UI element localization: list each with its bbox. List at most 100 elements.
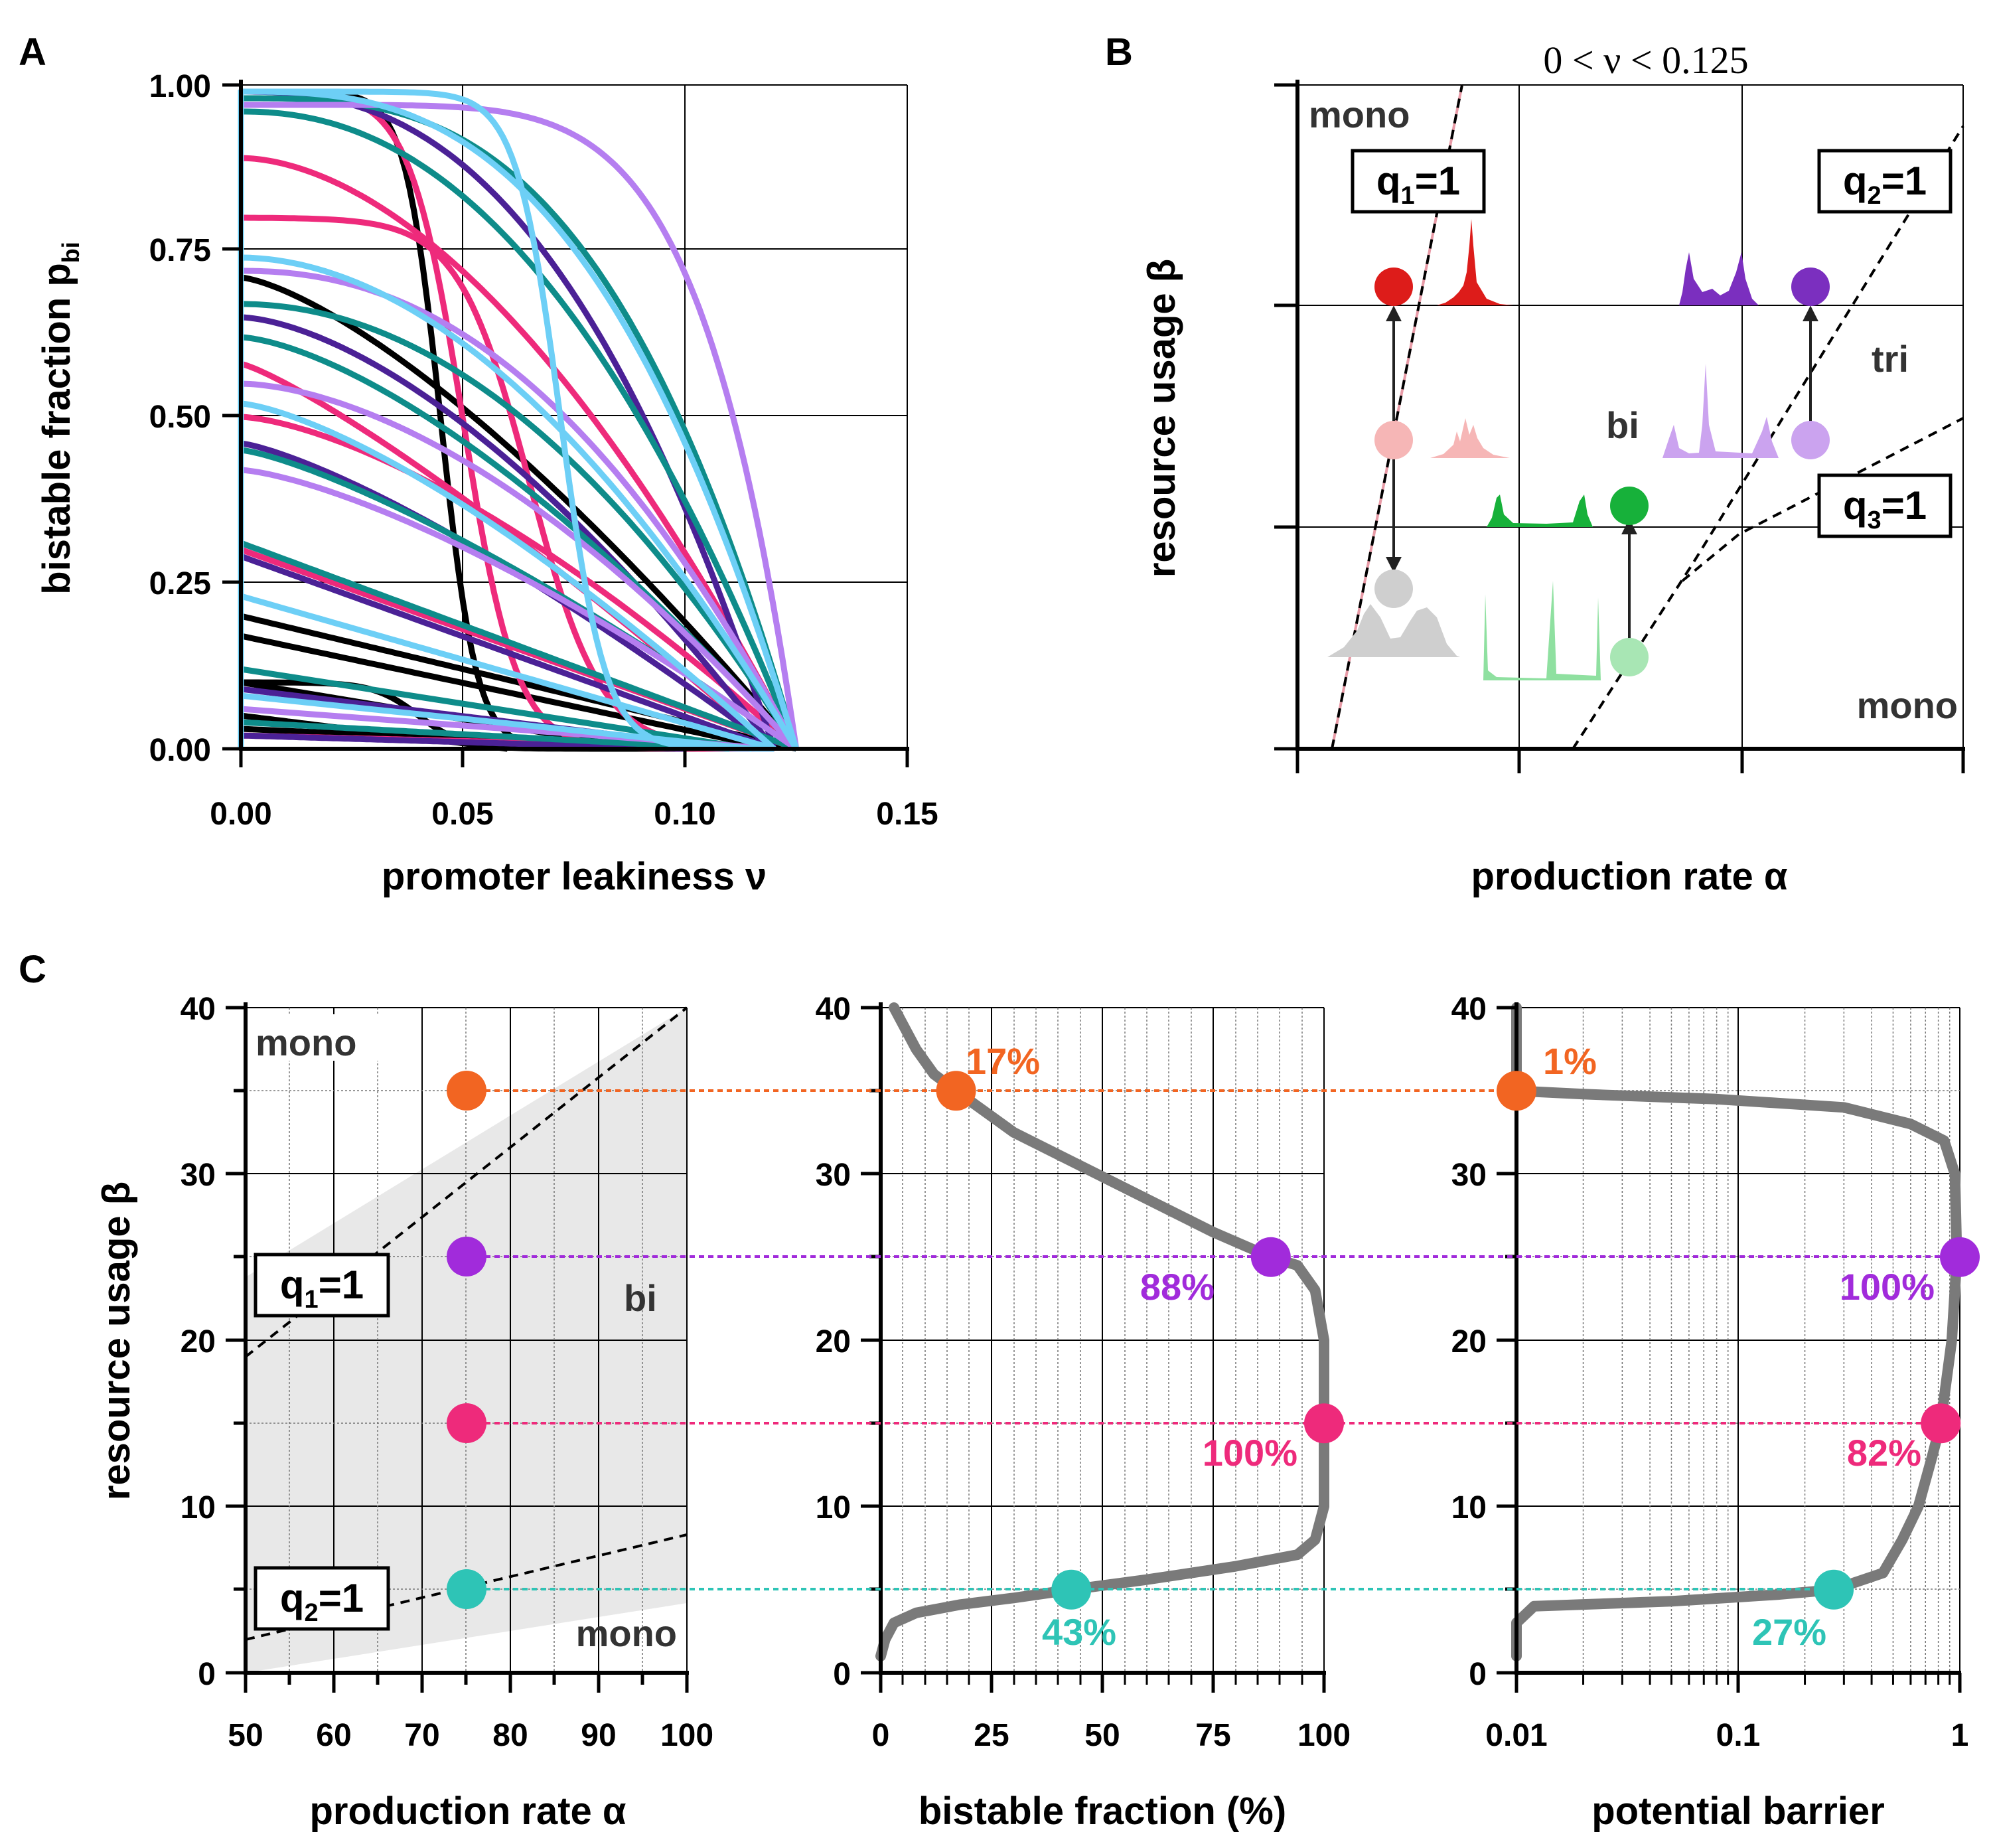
b-q2-sub: 2 [1868, 182, 1882, 210]
a-series-line [238, 102, 800, 749]
b-q1-sub: 1 [1401, 182, 1415, 210]
c1-ytick: 0 [198, 1657, 216, 1692]
c1-ytick: 30 [181, 1158, 216, 1193]
c2-xtick: 25 [974, 1718, 1009, 1753]
a-series-line [238, 692, 753, 752]
b-region-mono-bottom: mono [1857, 684, 1958, 726]
c2-label-pink: 100% [1203, 1432, 1297, 1474]
c2-xtick: 50 [1084, 1718, 1120, 1753]
b-q2-box: q2=1 [1817, 149, 1953, 214]
c2-minor-ticks [901, 1673, 1303, 1685]
b-distribution-green [1487, 495, 1593, 527]
panel-c2: 40 30 20 10 0 0 25 50 75 100 bistable fr… [816, 992, 1351, 1833]
c3-point-purple [1940, 1237, 1980, 1277]
c1-q1-sub: 1 [305, 1286, 319, 1314]
c2-label-teal: 43% [1042, 1611, 1116, 1653]
panel-b-axes [1295, 80, 1965, 751]
b-point-gray [1374, 570, 1413, 608]
c1-xtick: 70 [404, 1718, 439, 1753]
b-distribution-lilac [1662, 364, 1779, 458]
a-ytick: 1.00 [149, 69, 211, 104]
c2-xtick: 100 [1297, 1718, 1351, 1753]
a-ylabel-main: bistable fraction p [35, 263, 78, 595]
c3-curve [1511, 1002, 1962, 1661]
c3-xtick: 1 [1951, 1718, 1969, 1753]
a-series-line [238, 254, 799, 751]
b-q2-eq: =1 [1882, 159, 1927, 203]
a-ylabel-sub: bi [57, 242, 84, 263]
c1-q1-eq: =1 [319, 1263, 364, 1307]
c3-point-pink [1921, 1403, 1961, 1444]
a-series-line [238, 540, 798, 752]
a-series-line [238, 666, 753, 752]
b-q1-eq: =1 [1415, 159, 1460, 203]
c1-q1-q: q [280, 1263, 305, 1307]
a-series-line [238, 268, 799, 751]
b-distribution-lightpink [1430, 418, 1510, 458]
c3-ytick: 10 [1451, 1490, 1487, 1525]
a-ytick: 0.50 [149, 400, 211, 435]
c2-point-orange [936, 1071, 976, 1111]
c1-q2-box: q2=1 [254, 1566, 390, 1631]
c3-ytick: 30 [1451, 1158, 1487, 1193]
c3-minor-ticks [1582, 1673, 1951, 1685]
a-ytick: 0.75 [149, 233, 211, 268]
c2-point-purple [1250, 1237, 1291, 1277]
c2-point-teal [1051, 1569, 1092, 1610]
a-xtick: 0.15 [876, 797, 938, 832]
a-series-line [238, 314, 776, 751]
panel-a-curves [238, 88, 800, 752]
c3-ytick: 40 [1451, 992, 1487, 1027]
c1-q1-line [244, 1006, 688, 1358]
a-xlabel: promoter leakiness ν [382, 855, 767, 898]
panel-a-label: A [19, 31, 46, 74]
a-ytick: 0.00 [149, 733, 211, 768]
panel-c: C resource usage β [19, 948, 1980, 1833]
c1-xtick: 80 [492, 1718, 528, 1753]
a-series-line [238, 732, 686, 752]
svg-text:q2=1: q2=1 [280, 1576, 364, 1627]
a-series-line [238, 553, 775, 752]
c2-ytick: 10 [816, 1490, 851, 1525]
a-series-line [238, 400, 776, 751]
c1-xtick: 60 [316, 1718, 351, 1753]
c-points [936, 1071, 1980, 1610]
c2-label-orange: 17% [966, 1040, 1040, 1082]
c3-ytick: 20 [1451, 1324, 1487, 1359]
b-region-mono-top: mono [1309, 94, 1410, 135]
b-q2-boundary [1572, 125, 1964, 750]
c1-q2-eq: =1 [319, 1576, 364, 1620]
c3-label-purple: 100% [1840, 1266, 1935, 1308]
c-connectors [467, 1089, 1960, 1590]
c3-point-teal [1814, 1569, 1854, 1610]
b-point-lightgreen [1610, 638, 1649, 676]
a-ytick: 0.25 [149, 566, 211, 601]
c1-xtick: 90 [581, 1718, 616, 1753]
c1-q2-q: q [280, 1576, 305, 1620]
panel-a-ticks [222, 83, 909, 767]
c3-ytick: 0 [1469, 1657, 1487, 1692]
a-series-line [238, 719, 730, 752]
c3-value-labels: 1% 100% 82% 27% [1543, 1040, 1935, 1653]
c1-point-purple [447, 1237, 486, 1276]
c2-xtick: 75 [1195, 1718, 1230, 1753]
c1-points [447, 1071, 486, 1609]
svg-text:q3=1: q3=1 [1843, 483, 1927, 534]
c3-label-orange: 1% [1543, 1040, 1597, 1082]
a-xtick: 0.10 [654, 797, 715, 832]
c1-region-bi: bi [624, 1277, 657, 1319]
c1-q2-sub: 2 [305, 1599, 319, 1627]
c2-xtick: 0 [872, 1718, 890, 1753]
c1-q1-box: q1=1 [254, 1253, 390, 1318]
b-title: 0 < ν < 0.125 [1543, 38, 1748, 82]
c3-xlabel: potential barrier [1591, 1790, 1885, 1833]
c1-point-teal [447, 1569, 486, 1609]
b-region-tri: tri [1872, 338, 1909, 380]
b-ylabel: resource usage β [1140, 259, 1183, 578]
b-point-lilac [1791, 421, 1830, 459]
c1-xtick: 100 [660, 1718, 713, 1753]
b-distribution-purple [1679, 252, 1759, 305]
b-point-lightpink [1374, 421, 1413, 459]
b-distribution-gray [1327, 604, 1460, 657]
